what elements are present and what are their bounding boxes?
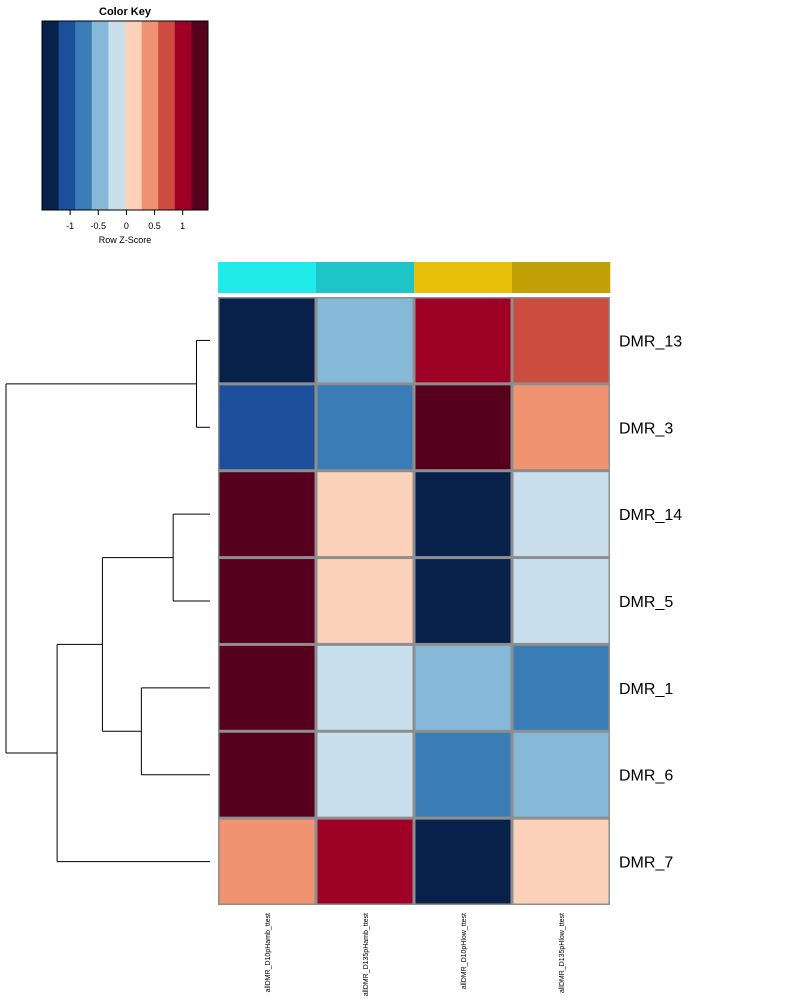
color-key-band (191, 21, 209, 210)
heatmap-cell (513, 472, 609, 557)
heatmap-cell (415, 819, 511, 904)
color-key-ticks: -1 -0.5 0 0.5 1 (66, 210, 185, 231)
column-label: allDMR_D135pHamb_ttest (363, 913, 370, 996)
heatmap-cell (513, 732, 609, 817)
column-side-color (512, 262, 611, 293)
color-key-band (125, 21, 143, 210)
heatmap-cell (415, 645, 511, 730)
heatmap-cell (317, 645, 413, 730)
column-side-color (414, 262, 513, 293)
heatmap-grid (218, 297, 610, 905)
heatmap-cell (317, 298, 413, 383)
column-side-colors (218, 262, 611, 293)
color-key-tick-label: -1 (66, 221, 74, 231)
heatmap-cell (513, 645, 609, 730)
heatmap-cell (317, 819, 413, 904)
heatmap-cell (219, 819, 315, 904)
row-labels: DMR_13 DMR_3 DMR_14 DMR_5 DMR_1 DMR_6 DMR_7 (619, 333, 682, 871)
row-label: DMR_13 (619, 333, 682, 350)
row-label: DMR_5 (619, 594, 673, 611)
heatmap-cell (219, 645, 315, 730)
color-key-xlabel: Row Z-Score (99, 235, 152, 245)
color-key-band (158, 21, 176, 210)
heatmap-cell (219, 298, 315, 383)
color-key-tick-label: 0.5 (148, 221, 161, 231)
heatmap-cell (415, 298, 511, 383)
heatmap-cell (219, 472, 315, 557)
color-key: Color Key -1 -0.5 0 0.5 1 Row Z-Score (41, 6, 209, 245)
heatmap-cell (513, 385, 609, 470)
color-key-band (108, 21, 126, 210)
heatmap-cell (219, 385, 315, 470)
color-key-band (91, 21, 109, 210)
heatmap-cell (415, 385, 511, 470)
row-dendrogram (5, 339, 210, 863)
heatmap-cell (513, 559, 609, 643)
heatmap-cell (415, 472, 511, 557)
heatmap-cell (317, 559, 413, 643)
row-label: DMR_7 (619, 855, 673, 872)
color-key-tick-label: 1 (180, 221, 185, 231)
column-label: allDMR_D135pHlow_ttest (559, 913, 566, 993)
row-label: DMR_14 (619, 507, 682, 524)
color-key-tick-label: -0.5 (91, 221, 107, 231)
heatmap-cell (317, 385, 413, 470)
heatmap-cell (415, 559, 511, 643)
heatmap-cell (415, 732, 511, 817)
color-key-frame (41, 20, 209, 211)
color-key-tick-label: 0 (124, 221, 129, 231)
column-side-color (316, 262, 415, 293)
color-key-band (42, 21, 60, 210)
heatmap-cell (513, 298, 609, 383)
column-labels: allDMR_D10pHamb_ttest allDMR_D135pHamb_tt… (265, 913, 566, 996)
color-key-band (141, 21, 159, 210)
column-label: allDMR_D10pHlow_ttest (461, 913, 468, 989)
color-key-title: Color Key (99, 6, 152, 18)
column-label: allDMR_D10pHamb_ttest (265, 913, 272, 992)
color-key-band (58, 21, 76, 210)
heatmap-cell (219, 559, 315, 643)
row-label: DMR_3 (619, 420, 673, 437)
heatmap-cell (219, 732, 315, 817)
color-key-band (75, 21, 93, 210)
heatmap-cell (317, 732, 413, 817)
row-label: DMR_1 (619, 681, 673, 698)
column-side-color (218, 262, 317, 293)
row-label: DMR_6 (619, 768, 673, 785)
heatmap-cell (513, 819, 609, 904)
color-key-bands (42, 21, 209, 210)
heatmap-cell (317, 472, 413, 557)
color-key-band (174, 21, 192, 210)
